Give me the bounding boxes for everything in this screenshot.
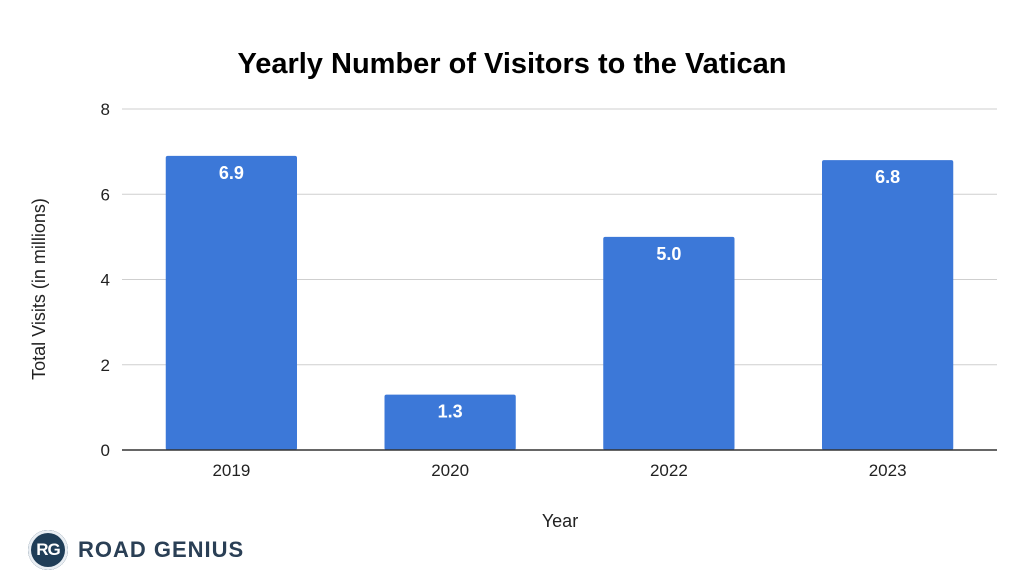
bars: 6.9 1.3 5.0 6.8 [165, 155, 954, 450]
y-tick-label: 2 [101, 356, 110, 375]
x-tick-label: 2020 [431, 461, 469, 480]
bar-2020 [384, 394, 516, 450]
x-tick-label: 2023 [869, 461, 907, 480]
bar-2019 [165, 155, 297, 450]
y-tick-label: 8 [101, 100, 110, 119]
x-tick-label: 2019 [212, 461, 250, 480]
bar-2022 [603, 236, 735, 450]
y-axis-title: Total Visits (in millions) [29, 198, 49, 380]
y-tick-label: 0 [101, 441, 110, 460]
y-tick-label: 6 [101, 185, 110, 204]
bar-value-label: 5.0 [656, 244, 681, 264]
x-axis-title: Year [542, 511, 578, 531]
bar-2023 [822, 160, 954, 450]
road-genius-logo: RG ROAD GENIUS [28, 528, 244, 572]
bar-value-label: 6.9 [219, 163, 244, 183]
x-tick-label: 2022 [650, 461, 688, 480]
y-axis-ticks: 0 2 4 6 8 [101, 100, 110, 460]
bar-value-label: 6.8 [875, 167, 900, 187]
logo-badge: RG [28, 530, 68, 570]
bar-value-label: 1.3 [438, 402, 463, 422]
y-tick-label: 4 [101, 271, 110, 290]
chart-title: Yearly Number of Visitors to the Vatican [237, 48, 786, 80]
x-axis-ticks: 2019 2020 2022 2023 [212, 461, 906, 480]
logo-text: ROAD GENIUS [78, 537, 245, 562]
